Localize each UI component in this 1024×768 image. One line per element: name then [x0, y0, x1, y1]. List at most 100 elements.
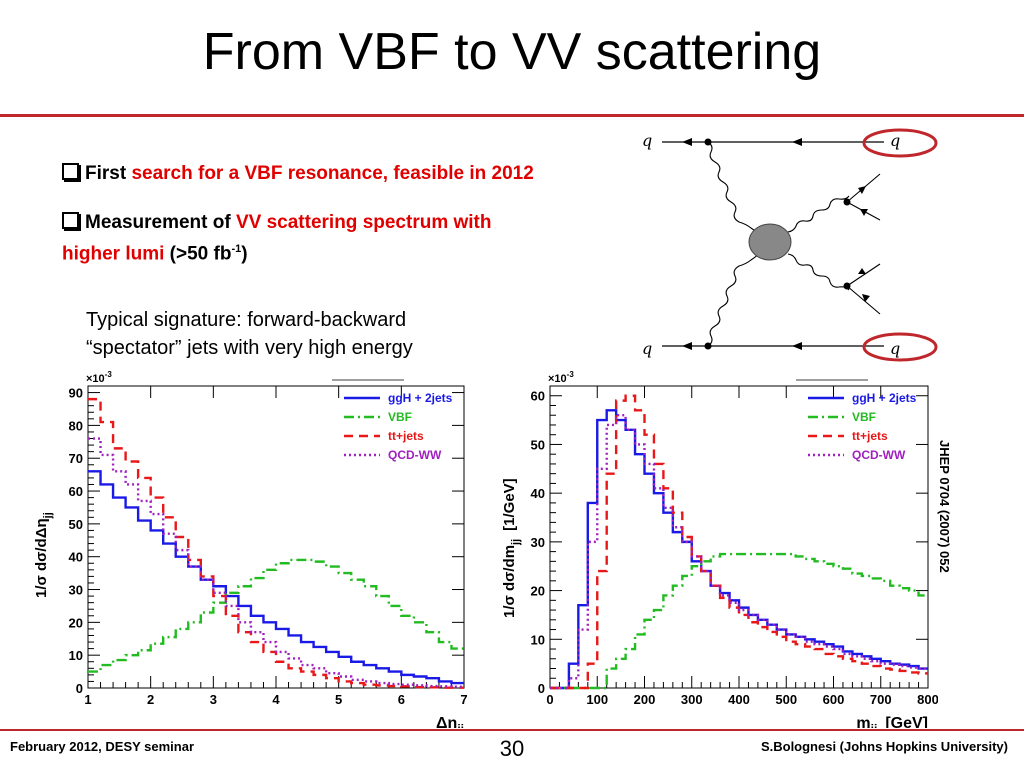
bullet-1: First search for a VBF resonance, feasib… — [62, 160, 534, 187]
y-tick-label: 60 — [531, 389, 545, 404]
y-axis-label: 1/σ dσ/dmjj [1/GeV] — [501, 478, 522, 618]
typical-line-1: Typical signature: forward-backward — [86, 309, 407, 331]
x-tick-label: 700 — [870, 692, 892, 707]
arrow-icon — [792, 342, 802, 350]
x-tick-label: 3 — [210, 692, 217, 707]
series-line-qcd-ww — [88, 437, 464, 688]
y-tick-label: 70 — [69, 451, 83, 466]
bullet-2-end: ) — [241, 243, 248, 265]
y-tick-label: 10 — [69, 648, 83, 663]
lepton-line — [846, 285, 881, 315]
boson-line-out-bottom — [787, 253, 850, 291]
bullet-2-sup: -1 — [231, 243, 242, 255]
interaction-blob — [748, 223, 792, 261]
arrow-icon — [682, 342, 692, 350]
arrow-icon — [858, 186, 866, 194]
x-tick-label: 500 — [775, 692, 797, 707]
legend-label: tt+jets — [388, 429, 424, 443]
quark-label-top-right: q — [890, 131, 900, 150]
y-multiplier: ×10-3 — [86, 370, 112, 385]
y-tick-label: 30 — [69, 583, 83, 598]
boson-line-top — [707, 141, 774, 243]
legend: ggH + 2jets VBF tt+jets QCD-WW — [796, 379, 917, 462]
x-tick-label: 1 — [84, 692, 91, 707]
title-divider — [0, 114, 1024, 117]
y-multiplier-exp: -3 — [105, 370, 113, 379]
slide-title: From VBF to VV scattering — [202, 23, 822, 81]
highlight-ellipse-top — [862, 128, 938, 158]
legend-label: QCD-WW — [388, 448, 442, 462]
series-line-vbf — [550, 552, 928, 690]
y-tick-label: 20 — [531, 584, 545, 599]
y-axis-label-sub: jj — [510, 539, 522, 546]
arrow-icon — [862, 294, 870, 302]
bullet-1-prefix: First — [85, 163, 132, 184]
y-tick-label: 30 — [531, 535, 545, 550]
y-tick-label: 90 — [69, 386, 83, 401]
y-axis-label-sub: jj — [42, 512, 54, 519]
x-tick-label: 5 — [335, 692, 342, 707]
y-tick-label: 0 — [538, 681, 545, 696]
y-tick-label: 50 — [69, 517, 83, 532]
x-axis-label-main: m — [856, 715, 870, 728]
x-tick-label: 7 — [460, 692, 467, 707]
y-tick-label: 80 — [69, 418, 83, 433]
bullet-2-prefix: Measurement of — [85, 212, 236, 233]
y-axis-label-main: 1/σ dσ/dΔη — [33, 518, 50, 598]
x-tick-label: 0 — [546, 692, 553, 707]
x-tick-label: 4 — [272, 692, 280, 707]
legend-label: VBF — [388, 410, 412, 424]
legend-label: ggH + 2jets — [388, 391, 453, 405]
arrow-icon — [792, 138, 802, 146]
series-line-ggh-2jets — [88, 470, 464, 685]
legend: ggH + 2jets VBF tt+jets QCD-WW — [332, 379, 453, 462]
footer-right: S.Bolognesi (Johns Hopkins University) — [760, 739, 1008, 754]
series-line-qcd-ww — [550, 414, 928, 690]
x-axis-label-sub: jj — [456, 722, 464, 728]
x-tick-label: 2 — [147, 692, 154, 707]
typical-line-2: “spectator” jets with very high energy — [86, 337, 413, 359]
x-axis-label: Δηjj — [436, 715, 464, 728]
y-multiplier-base: ×10 — [548, 373, 567, 385]
y-tick-label: 50 — [531, 437, 545, 452]
arrow-icon — [860, 209, 868, 216]
y-tick-label: 60 — [69, 484, 83, 499]
boson-line-bottom — [707, 245, 774, 347]
reference-label: JHEP 0704 (2007) 052 — [936, 440, 956, 610]
y-tick-label: 40 — [531, 486, 545, 501]
bullet-2-highlight-line1: VV scattering spectrum with — [235, 212, 492, 233]
bullet-2: Measurement of VV scattering spectrum wi… — [62, 209, 492, 267]
x-axis-label: mjj [GeV] — [856, 715, 928, 728]
bullet-2-highlight-line2: higher lumi — [62, 243, 165, 265]
quark-label-bottom-left: q — [642, 339, 652, 358]
x-tick-label: 6 — [398, 692, 405, 707]
y-axis-label: 1/σ dσ/dΔηjj — [33, 512, 54, 598]
quark-label-bottom-right: q — [890, 339, 900, 358]
arrow-icon — [682, 138, 692, 146]
arrow-icon — [858, 268, 866, 274]
y-tick-label: 0 — [76, 681, 83, 696]
x-tick-label: 100 — [586, 692, 608, 707]
x-tick-label: 400 — [728, 692, 750, 707]
reference-text: JHEP 0704 (2007) 052 — [937, 440, 952, 573]
x-axis-label-sub: jj — [870, 722, 878, 728]
y-axis-label-main: 1/σ dσ/dm — [501, 545, 518, 618]
bullet-1-highlight: search for a VBF resonance, feasible in … — [131, 163, 534, 184]
checkbox-bullet-icon — [62, 212, 79, 229]
series-line-vbf — [88, 558, 464, 673]
y-multiplier: ×10-3 — [548, 370, 574, 385]
legend-label: ggH + 2jets — [852, 391, 917, 405]
legend-label: tt+jets — [852, 429, 888, 443]
checkbox-bullet-icon — [62, 163, 79, 180]
x-axis-label-unit: [GeV] — [885, 715, 928, 728]
x-tick-label: 200 — [634, 692, 656, 707]
feynman-diagram: q q q q — [642, 128, 938, 362]
legend-label: QCD-WW — [852, 448, 906, 462]
quark-label-top-left: q — [642, 131, 652, 150]
highlight-ellipse-bottom — [862, 332, 938, 362]
page-number: 30 — [499, 736, 525, 761]
footer-left: February 2012, DESY seminar — [10, 739, 195, 754]
y-multiplier-base: ×10 — [86, 373, 105, 385]
footer-divider — [0, 729, 1024, 731]
